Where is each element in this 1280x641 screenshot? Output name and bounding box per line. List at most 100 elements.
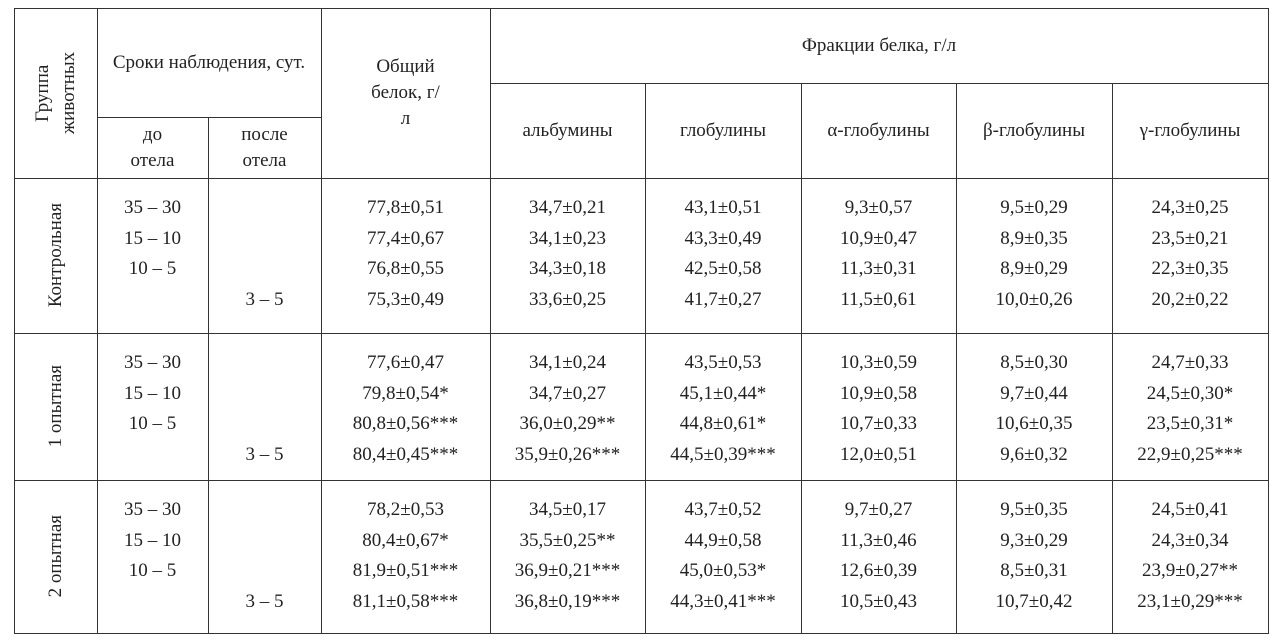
group-header-text: Группа животных: [31, 51, 79, 135]
after-header: после отела: [241, 123, 288, 171]
value-cell: 43,7±0,52: [684, 499, 762, 520]
value-cell: 10,7±0,42: [995, 590, 1073, 612]
value-cell: 34,1±0,24: [529, 352, 606, 373]
value-cell: 34,7±0,21: [529, 197, 606, 218]
value-cell: 10,9±0,47: [840, 227, 917, 249]
value-cell: 24,7±0,33: [1151, 352, 1229, 373]
column-header: альбумины: [522, 119, 613, 141]
value-cell: 12,6±0,39: [840, 560, 917, 581]
before-term: 35 – 30: [124, 197, 181, 218]
value-cell: 80,8±0,56***: [352, 413, 459, 434]
value-cell: 45,0±0,53*: [679, 560, 767, 581]
before-term: 10 – 5: [128, 258, 177, 279]
rule: [14, 480, 1269, 481]
value-cell: 10,7±0,33: [840, 413, 917, 434]
value-cell: 9,6±0,32: [1000, 443, 1068, 465]
value-cell: 11,3±0,31: [840, 258, 917, 279]
value-cell: 9,5±0,35: [1000, 499, 1068, 520]
group-header: Группа животных: [14, 8, 97, 178]
value-cell: 36,9±0,21***: [514, 560, 621, 581]
value-cell: 75,3±0,49: [367, 288, 444, 310]
value-cell: 77,8±0,51: [367, 197, 444, 218]
rule: [956, 83, 957, 634]
value-cell: 12,0±0,51: [840, 443, 917, 465]
value-cell: 33,6±0,25: [529, 288, 606, 310]
before-header: до отела: [130, 123, 175, 171]
value-cell: 35,5±0,25**: [519, 529, 616, 551]
value-cell: 43,3±0,49: [684, 227, 762, 249]
rule: [14, 633, 1269, 634]
rule: [14, 8, 15, 634]
after-term: 3 – 5: [245, 590, 284, 612]
value-cell: 81,1±0,58***: [352, 590, 459, 612]
value-cell: 10,5±0,43: [840, 590, 917, 612]
column-header: β-глобулины: [983, 119, 1085, 141]
value-cell: 11,3±0,46: [840, 529, 917, 551]
value-cell: 44,3±0,41***: [670, 590, 776, 612]
rule: [801, 83, 802, 634]
group-name-text: 1 опытная: [44, 365, 66, 448]
group-name: 2 опытная: [14, 480, 97, 633]
value-cell: 10,0±0,26: [995, 288, 1073, 310]
value-cell: 24,3±0,34: [1151, 529, 1229, 551]
column-header: α-глобулины: [827, 119, 930, 141]
value-cell: 9,5±0,29: [1000, 197, 1068, 218]
value-cell: 23,5±0,31*: [1146, 413, 1234, 434]
value-cell: 81,9±0,51***: [352, 560, 459, 581]
value-cell: 22,3±0,35: [1151, 258, 1229, 279]
before-term: 35 – 30: [124, 499, 181, 520]
rule: [97, 117, 322, 118]
rule: [490, 83, 1269, 84]
value-cell: 80,4±0,67*: [362, 529, 449, 551]
value-cell: 44,5±0,39***: [670, 443, 776, 465]
before-term: 35 – 30: [124, 352, 181, 373]
value-cell: 77,4±0,67: [367, 227, 444, 249]
value-cell: 41,7±0,27: [684, 288, 762, 310]
value-cell: 78,2±0,53: [367, 499, 444, 520]
group-name-text: 2 опытная: [44, 515, 66, 598]
column-header: γ-глобулины: [1139, 119, 1241, 141]
value-cell: 8,9±0,29: [1000, 258, 1068, 279]
fractions-header: Фракции белка, г/л: [801, 34, 957, 56]
value-cell: 8,5±0,31: [1000, 560, 1068, 581]
value-cell: 9,3±0,29: [1000, 529, 1068, 551]
value-cell: 24,3±0,25: [1151, 197, 1229, 218]
value-cell: 35,9±0,26***: [514, 443, 621, 465]
value-cell: 36,0±0,29**: [519, 413, 616, 434]
column-header: глобулины: [679, 119, 766, 141]
value-cell: 23,9±0,27**: [1142, 560, 1238, 581]
rule: [321, 8, 322, 634]
value-cell: 42,5±0,58: [684, 258, 762, 279]
value-cell: 24,5±0,30*: [1146, 382, 1234, 404]
value-cell: 10,6±0,35: [995, 413, 1073, 434]
value-cell: 44,9±0,58: [684, 529, 762, 551]
rule: [97, 8, 98, 634]
value-cell: 10,9±0,58: [840, 382, 917, 404]
value-cell: 77,6±0,47: [367, 352, 444, 373]
value-cell: 9,7±0,44: [1000, 382, 1068, 404]
value-cell: 10,3±0,59: [840, 352, 917, 373]
value-cell: 34,7±0,27: [529, 382, 606, 404]
rule: [1112, 83, 1113, 634]
after-term: 3 – 5: [245, 443, 284, 465]
value-cell: 43,5±0,53: [684, 352, 762, 373]
group-name-text: Контрольная: [44, 203, 66, 308]
rule: [14, 333, 1269, 334]
before-term: 15 – 10: [124, 382, 181, 404]
value-cell: 34,5±0,17: [529, 499, 606, 520]
value-cell: 11,5±0,61: [840, 288, 917, 310]
value-cell: 76,8±0,55: [367, 258, 444, 279]
rule: [14, 8, 1269, 9]
group-name: Контрольная: [14, 178, 97, 333]
rule: [645, 83, 646, 634]
value-cell: 43,1±0,51: [684, 197, 762, 218]
value-cell: 80,4±0,45***: [352, 443, 459, 465]
value-cell: 34,3±0,18: [529, 258, 606, 279]
value-cell: 79,8±0,54*: [362, 382, 449, 404]
value-cell: 34,1±0,23: [529, 227, 606, 249]
group-name: 1 опытная: [14, 333, 97, 480]
value-cell: 23,1±0,29***: [1137, 590, 1243, 612]
total-header: Общий белок, г/л: [371, 56, 440, 129]
value-cell: 8,9±0,35: [1000, 227, 1068, 249]
